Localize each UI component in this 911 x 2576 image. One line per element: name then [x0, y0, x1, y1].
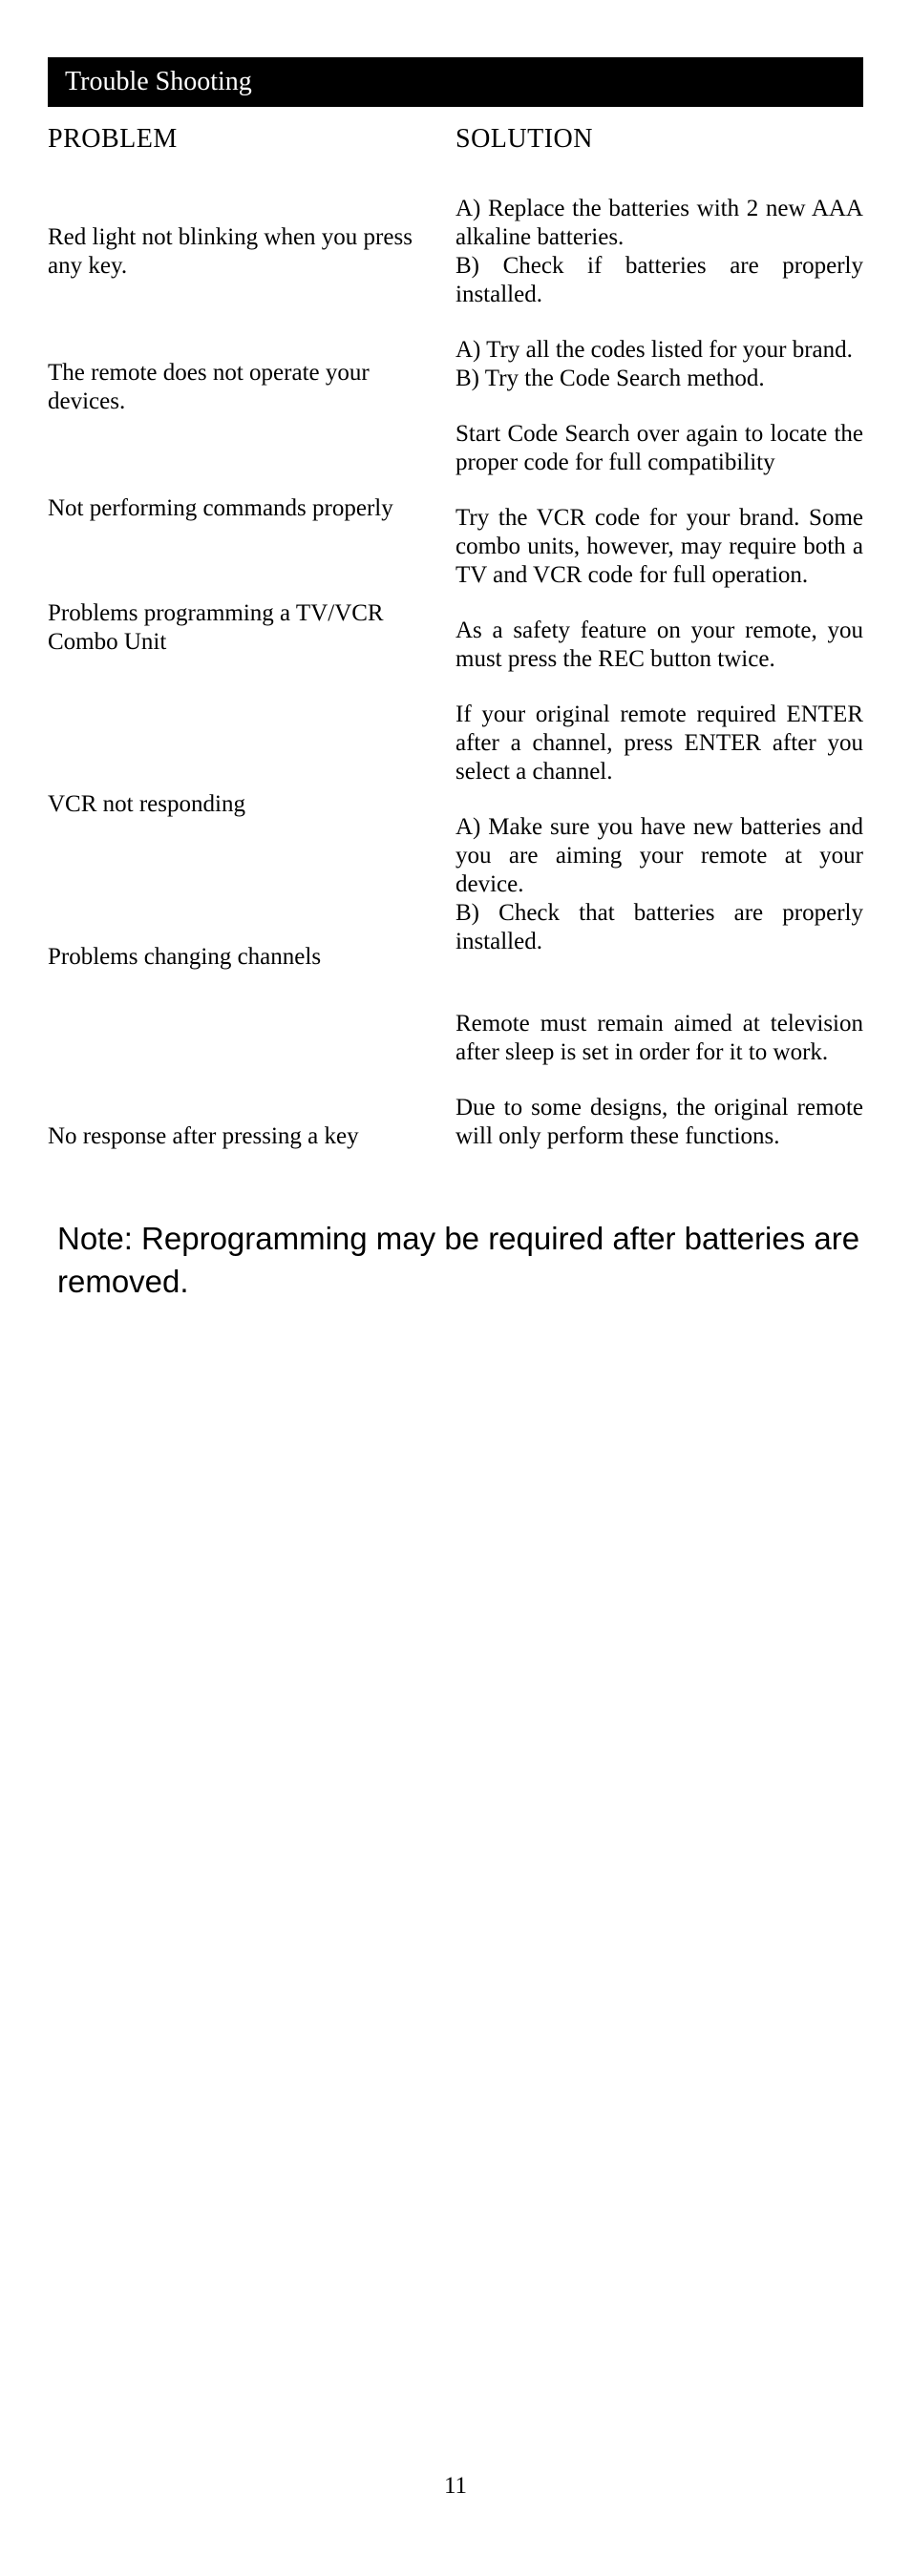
- solution-item: Try the VCR code for your brand. Some co…: [456, 504, 863, 590]
- solution-item: B) Check if batteries are properly insta…: [456, 252, 863, 309]
- column-headers: PROBLEM SOLUTION: [48, 124, 863, 155]
- solution-item: If your original remote required ENTER a…: [456, 701, 863, 786]
- problem-item: Problems changing channels: [48, 943, 441, 972]
- note-text: Note: Reprogramming may be required afte…: [48, 1218, 863, 1303]
- solution-item: B) Check that batteries are properly ins…: [456, 899, 863, 956]
- problem-item: Problems programming a TV/VCR Combo Unit: [48, 599, 441, 657]
- problem-item: VCR not responding: [48, 790, 441, 819]
- problems-column: Red light not blinking when you press an…: [48, 195, 456, 1151]
- solution-item: A) Make sure you have new batteries and …: [456, 813, 863, 899]
- problem-item: No response after pressing a key: [48, 1122, 441, 1151]
- solution-item: Remote must remain aimed at television a…: [456, 1010, 863, 1067]
- solution-item: B) Try the Code Search method.: [456, 365, 863, 393]
- section-title: Trouble Shooting: [48, 57, 863, 107]
- problem-item: The remote does not operate your devices…: [48, 359, 441, 416]
- solution-item: Start Code Search over again to locate t…: [456, 420, 863, 477]
- content-columns: Red light not blinking when you press an…: [48, 195, 863, 1151]
- solution-header: SOLUTION: [456, 124, 863, 155]
- page-number: 11: [48, 2473, 863, 2500]
- solutions-column: A) Replace the batteries with 2 new AAA …: [456, 195, 863, 1151]
- solution-item: Due to some designs, the original remote…: [456, 1094, 863, 1151]
- solution-item: A) Try all the codes listed for your bra…: [456, 336, 863, 365]
- solution-item: A) Replace the batteries with 2 new AAA …: [456, 195, 863, 252]
- problem-item: Red light not blinking when you press an…: [48, 223, 441, 281]
- problem-item: Not performing commands properly: [48, 494, 441, 523]
- solution-item: As a safety feature on your remote, you …: [456, 617, 863, 674]
- problem-header: PROBLEM: [48, 124, 456, 155]
